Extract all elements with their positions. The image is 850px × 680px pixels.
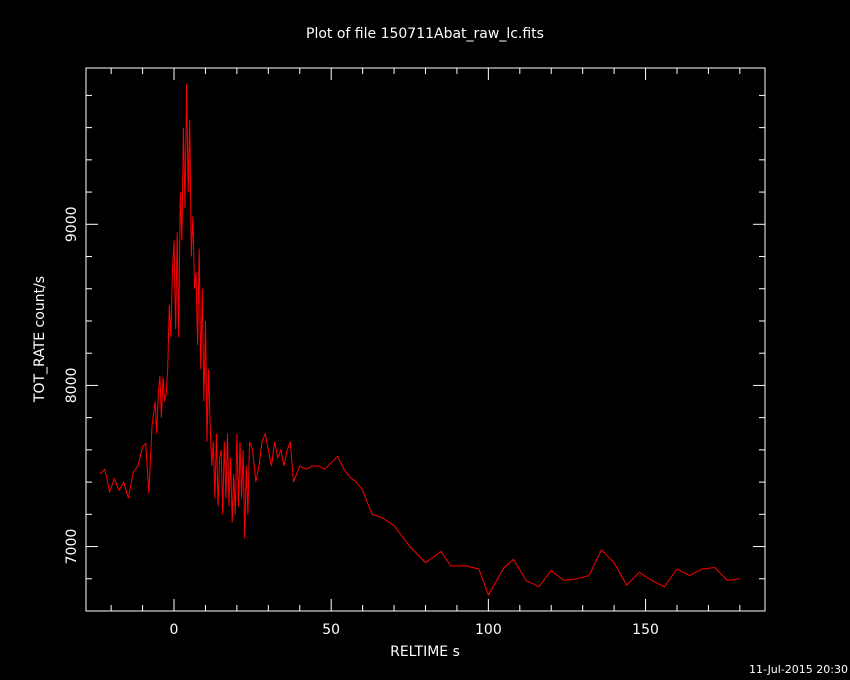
chart-title: Plot of file 150711Abat_raw_lc.fits (306, 26, 544, 42)
series-line-0 (99, 84, 740, 597)
y-tick-label: 7000 (64, 529, 80, 565)
x-axis-label: RELTIME s (390, 644, 460, 660)
x-tick-label: 100 (475, 622, 502, 638)
y-axis-label: TOT_RATE count/s (32, 276, 48, 403)
timestamp: 11-Jul-2015 20:30 (748, 663, 848, 676)
axis-ticks (86, 68, 765, 611)
x-tick-label: 150 (632, 622, 659, 638)
x-tick-label: 50 (322, 622, 340, 638)
x-tick-label: 0 (170, 622, 179, 638)
axis-tick-labels: 0 50 100 150 7000 8000 9000 (64, 206, 659, 638)
y-tick-label: 9000 (64, 206, 80, 242)
series-layer (99, 84, 740, 597)
y-tick-label: 8000 (64, 368, 80, 404)
